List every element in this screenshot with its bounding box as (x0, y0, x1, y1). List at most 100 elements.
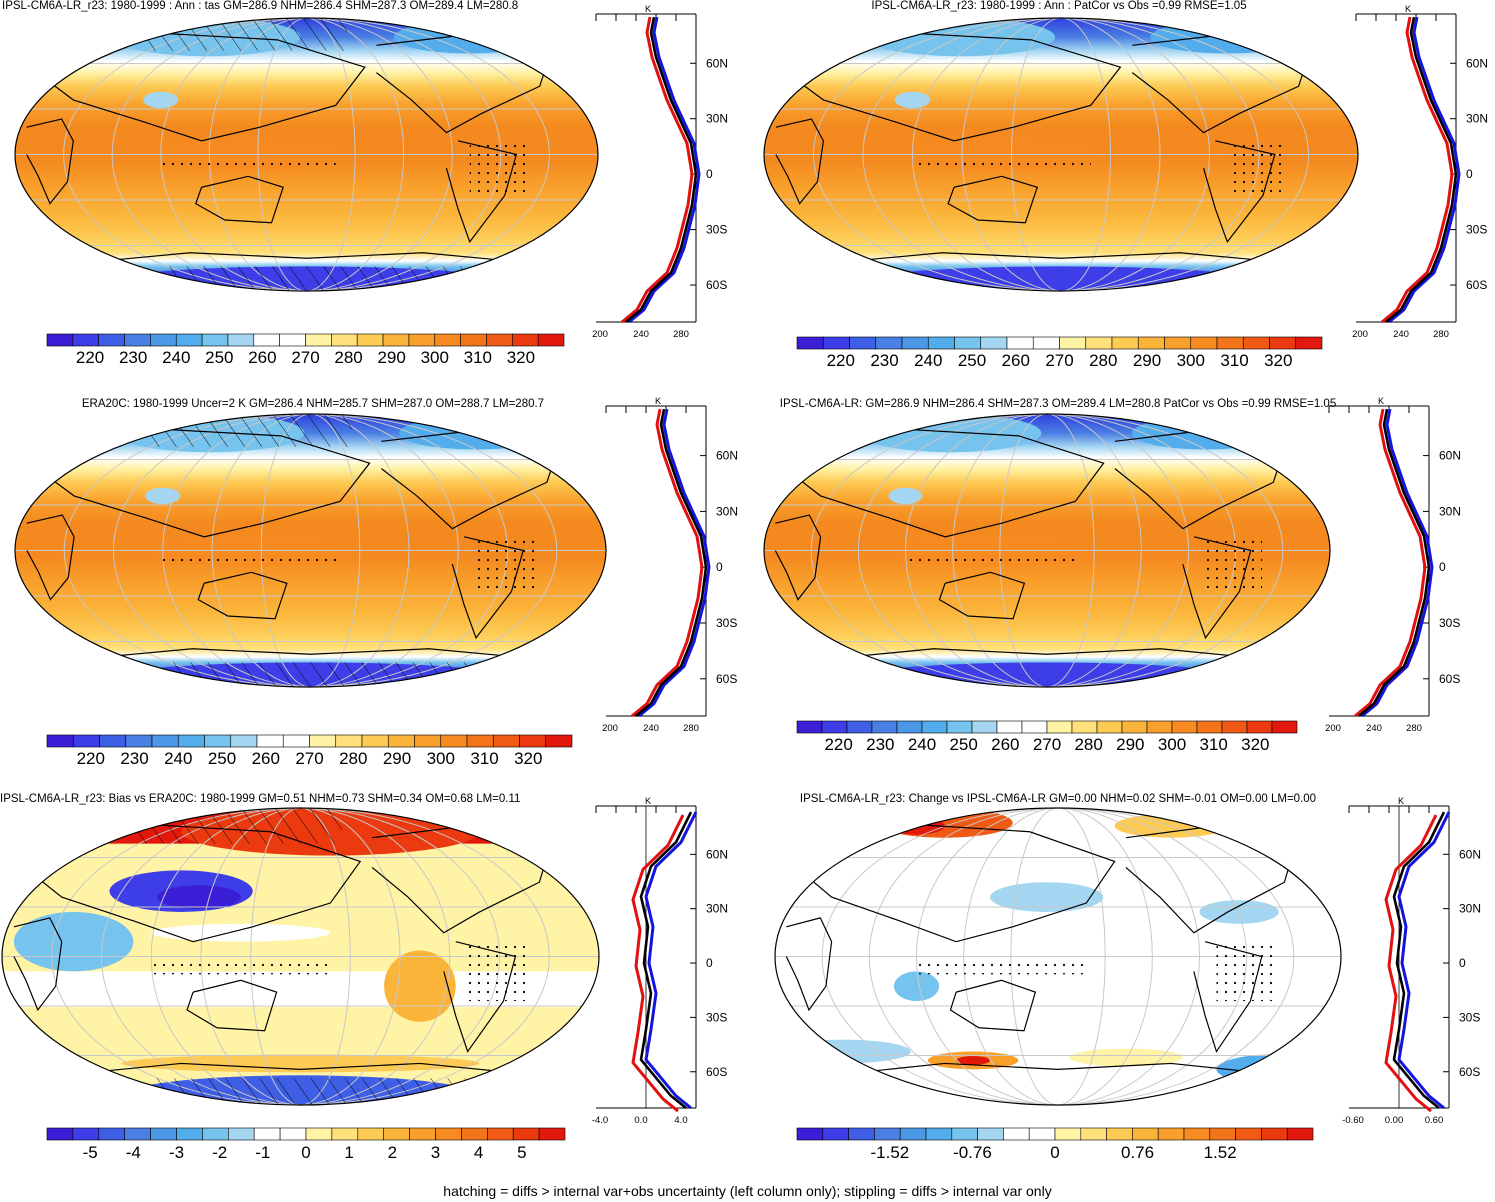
colorbar-tick-label: 250 (949, 735, 978, 754)
colorbar-swatch (383, 1127, 410, 1141)
profile-x-tick: 200 (592, 329, 608, 340)
colorbar (796, 336, 1323, 350)
profile-unit: K (1405, 4, 1411, 14)
colorbar-tick-label: 250 (957, 351, 987, 370)
colorbar-swatch (1021, 720, 1048, 734)
panel-era20c: ERA20C: 1980-1999 Uncer=2 K GM=286.4 NHM… (0, 392, 747, 784)
colorbar-swatch (1106, 1127, 1133, 1141)
colorbar-swatch (1146, 720, 1173, 734)
panel-patcor: IPSL-CM6A-LR_r23: 1980-1999 : Ann : PatC… (748, 0, 1495, 392)
colorbar-tick-label: 220 (826, 351, 855, 370)
colorbar-swatch (228, 1127, 255, 1141)
colorbar-swatch (1006, 336, 1034, 350)
colorbar-swatch (466, 734, 494, 748)
colorbar-tick-label: 260 (248, 348, 277, 367)
colorbar-tick-label: -3 (168, 1143, 185, 1162)
profile-x-tick: 200 (1325, 723, 1341, 734)
colorbar-tick-label: 2 (387, 1143, 398, 1162)
figure-footnote: hatching = diffs > internal var+obs unce… (443, 1183, 1052, 1199)
colorbar-tick-label: 300 (420, 348, 449, 367)
colorbar-tick-label: 310 (470, 749, 499, 768)
latitude-label: 60S (706, 278, 727, 292)
profile-x-tick: 240 (633, 329, 649, 340)
latitude-label: 60N (1439, 449, 1461, 463)
colorbar-swatch (1028, 1127, 1056, 1141)
colorbar-swatch (305, 333, 332, 347)
latitude-label: 60S (1439, 672, 1460, 686)
robinson-map (763, 413, 1331, 688)
profile-line-reference (1397, 811, 1451, 1110)
colorbar-swatch (925, 1127, 953, 1141)
colorbar-swatch (951, 1127, 978, 1141)
colorbar-tick-label: 5 (517, 1143, 527, 1162)
colorbar-swatch (538, 1127, 566, 1141)
colorbar-tick-label: 310 (463, 348, 493, 367)
colorbar-tick-label: -5 (82, 1143, 98, 1162)
colorbar-swatch (971, 720, 998, 734)
profile-x-tick: 0.0 (634, 1115, 647, 1126)
colorbar-swatch (279, 1127, 307, 1141)
profile-unit: K (645, 796, 651, 806)
colorbar-tick-label: 250 (207, 749, 237, 768)
colorbar-swatch (361, 734, 389, 748)
colorbar-swatch (279, 333, 306, 347)
colorbar-swatch (435, 1127, 462, 1141)
colorbar-tick-label: 260 (991, 735, 1020, 754)
colorbar-tick-label: 230 (118, 348, 148, 367)
colorbar-swatch (1235, 1127, 1262, 1141)
colorbar-tick-label: 220 (824, 735, 853, 754)
colorbar-tick-label: 260 (251, 749, 280, 768)
profile-unit: K (655, 396, 661, 406)
latitude-label: 30N (1459, 902, 1481, 916)
latitude-label: 0 (1466, 167, 1473, 181)
profile-x-tick: 200 (602, 723, 618, 734)
colorbar-swatch (1157, 1127, 1185, 1141)
colorbar-swatch (1261, 1127, 1288, 1141)
colorbar-swatch (1246, 720, 1273, 734)
colorbar-tick-label: 280 (1074, 735, 1103, 754)
panel-title: IPSL-CM6A-LR_r23: Change vs IPSL-CM6A-LR… (799, 793, 1317, 805)
colorbar-swatch (1096, 720, 1123, 734)
colorbar-swatch (150, 1127, 177, 1141)
colorbar-swatch (901, 336, 929, 350)
colorbar-tick-label: 0.76 (1121, 1143, 1155, 1162)
colorbar-tick-label: 270 (1032, 735, 1062, 754)
colorbar-swatch (46, 734, 74, 748)
profile-x-tick: 0.00 (1385, 1115, 1404, 1126)
colorbar-tick-label: 220 (75, 348, 105, 367)
colorbar-swatch (519, 734, 547, 748)
colorbar-swatch (921, 720, 948, 734)
robinson-map (763, 17, 1359, 292)
latitude-label: 0 (706, 956, 713, 970)
colorbar-swatch (822, 1127, 849, 1141)
colorbar-swatch (408, 333, 436, 347)
colorbar-swatch (796, 720, 823, 734)
colorbar-tick-label: 220 (76, 749, 105, 768)
zonal-mean-profile: K 60N 30N 0 30S 60S 200 240 280 (1325, 396, 1461, 734)
profile-line-obs (1354, 408, 1427, 718)
colorbar-swatch (204, 734, 232, 748)
colorbar (46, 1127, 566, 1141)
colorbar-tick-label: 280 (334, 348, 363, 367)
colorbar-swatch (896, 720, 923, 734)
colorbar (46, 333, 565, 347)
colorbar-tick-label: 280 (1089, 351, 1118, 370)
colorbar-swatch (1059, 336, 1087, 350)
colorbar-swatch (46, 333, 74, 347)
colorbar-swatch (899, 1127, 927, 1141)
colorbar-swatch (98, 1127, 126, 1141)
profile-x-tick: 280 (673, 329, 689, 340)
colorbar-tick-label: 290 (1116, 735, 1145, 754)
colorbar-swatch (256, 734, 284, 748)
profile-line-model (1385, 16, 1458, 324)
colorbar-swatch (1269, 336, 1297, 350)
colorbar-swatch (99, 734, 127, 748)
colorbar-swatch (177, 734, 205, 748)
latitude-label: 60N (1459, 847, 1481, 861)
colorbar-tick-label: 240 (162, 348, 191, 367)
robinson-map (774, 807, 1342, 1106)
latitude-label: 0 (706, 167, 713, 181)
zonal-mean-profile: K 60N 30N 0 30S 60S -4.0 0.0 4.0 (592, 796, 728, 1126)
profile-line-obs (631, 408, 704, 718)
